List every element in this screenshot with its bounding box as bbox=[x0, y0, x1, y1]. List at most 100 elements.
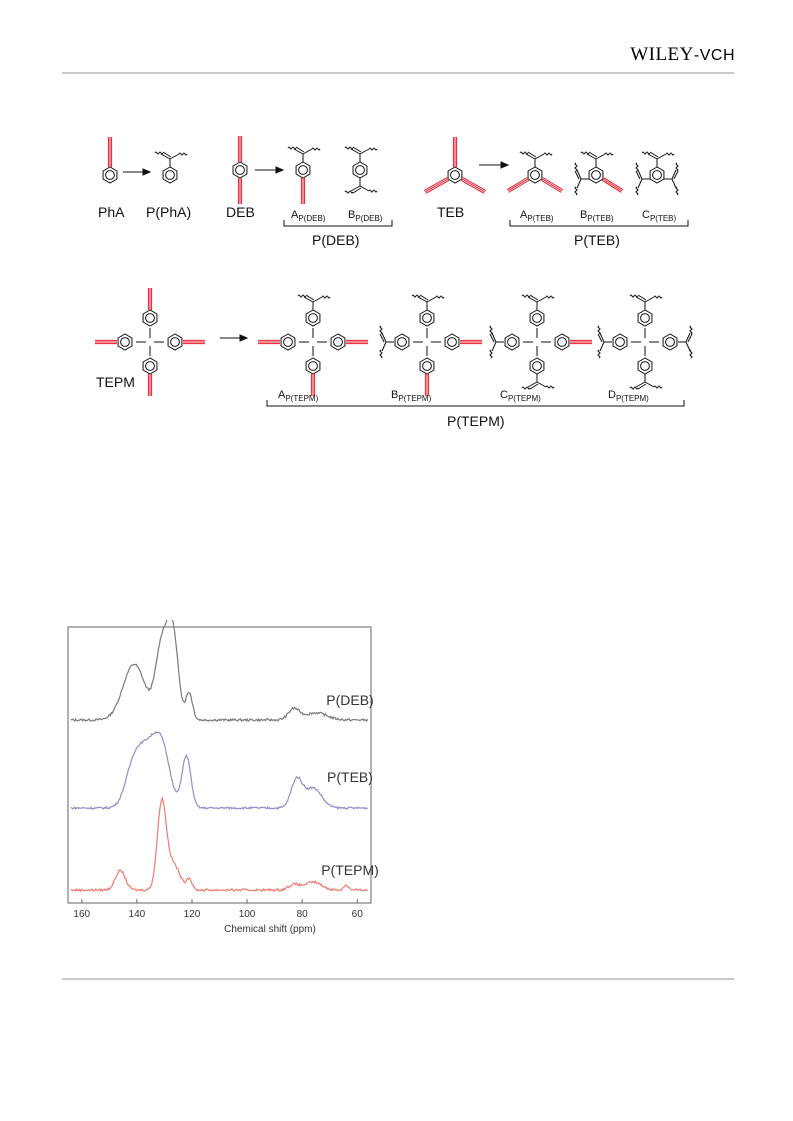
deb-alkyne-top bbox=[237, 136, 243, 162]
ptepm-b-backbone-top bbox=[417, 294, 437, 310]
label-deb: DEB bbox=[226, 204, 255, 220]
ptepm-c-backbone-bottom-wave-r bbox=[545, 385, 555, 389]
unit-b-pteb: BP(TEB) bbox=[580, 209, 614, 223]
pdeb-b-backbone-bottom-wave-r bbox=[368, 189, 378, 193]
pteb-a-ring bbox=[527, 166, 543, 184]
footer-rule bbox=[62, 978, 734, 980]
arrow-deb bbox=[255, 166, 285, 174]
ptepm-d-backbone-bottom-wave-l bbox=[629, 386, 639, 390]
teb-benzene-ring bbox=[447, 166, 463, 184]
tepm-alkyne-right bbox=[183, 339, 205, 345]
molecule-structures bbox=[95, 136, 693, 396]
unit-d-ptepm: DP(TEPM) bbox=[608, 389, 649, 403]
tepm-ring-left bbox=[117, 333, 133, 351]
ptepm-b-backbone-left-wave-b bbox=[379, 349, 383, 359]
ptepm-c-ring-right bbox=[554, 333, 570, 351]
pha-benzene-ring bbox=[102, 166, 118, 184]
ptepm-d-backbone-left bbox=[597, 332, 612, 352]
pteb-c-backbone-right-wave-t bbox=[675, 162, 679, 172]
pdeb-a-backbone bbox=[293, 146, 313, 162]
pdeb-a-backbone-wave-l bbox=[287, 146, 297, 150]
label-tepm: TEPM bbox=[96, 374, 135, 390]
ptepm-d-backbone-left-wave-b bbox=[597, 349, 601, 359]
ptepm-c-backbone-left-wave-b bbox=[489, 349, 493, 359]
arrow-teb bbox=[479, 161, 510, 169]
x-tick-label: 120 bbox=[184, 909, 201, 920]
pteb-b-alkyne-right bbox=[601, 177, 624, 193]
tepm-ring-top bbox=[142, 309, 158, 327]
bracket-pdeb bbox=[283, 220, 393, 227]
pdeb-b-ring bbox=[352, 161, 368, 179]
ptepm-c-backbone-left-wave-t bbox=[489, 325, 493, 335]
x-tick-label: 140 bbox=[129, 909, 146, 920]
label-pha: PhA bbox=[98, 204, 125, 220]
pteb-c-backbone-wave-l bbox=[641, 151, 651, 155]
bracket-ptepm bbox=[266, 400, 685, 407]
ptepm-c-backbone-left bbox=[489, 332, 504, 352]
ptepm-b-ring-bottom bbox=[419, 357, 435, 375]
pdeb-b-backbone-top bbox=[350, 146, 370, 162]
series-label-2: P(TEPM) bbox=[321, 862, 379, 878]
pteb-b-backbone-wave-l bbox=[580, 151, 590, 155]
tepm-ring-right bbox=[167, 333, 183, 351]
pteb-b-backbone-left-wave-t bbox=[574, 162, 578, 172]
pteb-c-backbone-wave-r bbox=[665, 152, 675, 156]
pteb-c-backbone-right bbox=[664, 169, 679, 189]
pha-alkyne bbox=[107, 137, 113, 167]
ptepm-d-ring-top bbox=[637, 309, 653, 327]
chart-frame bbox=[67, 626, 372, 904]
spectrum-line-0 bbox=[70, 620, 369, 723]
ptepm-b-alkyne-right bbox=[460, 339, 482, 345]
publisher-logo: WILEY-VCH bbox=[630, 44, 735, 65]
nmr-chart: 160 140 120 100 80 60 P(DEB) P(TEB) P(TEPM) Che… bbox=[67, 620, 379, 935]
ptepm-d-backbone-top-wave-r bbox=[653, 295, 663, 299]
tepm-ring-bottom bbox=[142, 357, 158, 375]
pteb-c-backbone-right-wave-b bbox=[675, 186, 679, 196]
ptepm-b-ring-top bbox=[419, 309, 435, 327]
ptepm-d-ring-right bbox=[662, 333, 678, 351]
teb-alkyne-right bbox=[460, 177, 487, 194]
pdeb-a-alkyne bbox=[300, 178, 306, 204]
reaction-arrows bbox=[123, 161, 510, 342]
ptepm-c-backbone-top bbox=[527, 294, 547, 310]
ptepm-d-ring-bottom bbox=[637, 357, 653, 375]
series-label-1: P(TEB) bbox=[327, 769, 373, 785]
deb-benzene-ring bbox=[232, 161, 248, 179]
ptepm-a-ring-left bbox=[280, 333, 296, 351]
ptepm-d-backbone-top bbox=[635, 294, 655, 310]
ptepm-a-ring-right bbox=[330, 333, 346, 351]
tepm-alkyne-bottom bbox=[147, 374, 153, 396]
unit-a-ptepm: AP(TEPM) bbox=[278, 389, 319, 403]
ptepm-a-ring-top bbox=[305, 309, 321, 327]
ppha-backbone-wave-r bbox=[178, 152, 188, 156]
deb-alkyne-bottom bbox=[237, 178, 243, 204]
label-pdeb: P(DEB) bbox=[312, 232, 359, 248]
ptepm-c-alkyne-right bbox=[570, 339, 592, 345]
pteb-c-backbone-left-wave-b bbox=[635, 186, 639, 196]
tepm-alkyne-left bbox=[95, 339, 117, 345]
ptepm-d-backbone-top-wave-l bbox=[629, 294, 639, 298]
ptepm-c-backbone-bottom bbox=[527, 374, 547, 390]
label-ptepm: P(TEPM) bbox=[447, 413, 505, 429]
tepm-alkyne-top bbox=[147, 288, 153, 310]
unit-brackets bbox=[266, 220, 689, 407]
unit-a-pteb: AP(TEB) bbox=[520, 209, 554, 223]
arrow-pha bbox=[123, 168, 152, 176]
ptepm-c-backbone-bottom-wave-l bbox=[521, 386, 531, 390]
pteb-a-alkyne-left bbox=[506, 177, 530, 193]
teb-alkyne-top bbox=[452, 137, 458, 167]
pdeb-b-backbone-top-wave-r bbox=[368, 147, 378, 151]
ptepm-c-ring-left bbox=[504, 333, 520, 351]
ptepm-a-alkyne-right bbox=[346, 339, 368, 345]
teb-alkyne-left bbox=[423, 177, 450, 194]
x-tick-label: 80 bbox=[297, 909, 309, 920]
ptepm-b-alkyne-bottom bbox=[424, 374, 430, 396]
ptepm-a-backbone-top bbox=[303, 294, 323, 310]
label-pteb: P(TEB) bbox=[574, 232, 620, 248]
pteb-a-backbone-wave-l bbox=[519, 151, 529, 155]
series-label-0: P(DEB) bbox=[326, 692, 373, 708]
pteb-b-backbone-wave-r bbox=[604, 152, 614, 156]
x-tick-label: 160 bbox=[73, 909, 90, 920]
ptepm-b-backbone-left-wave-t bbox=[379, 325, 383, 335]
ptepm-a-backbone-top-wave-r bbox=[321, 295, 331, 299]
